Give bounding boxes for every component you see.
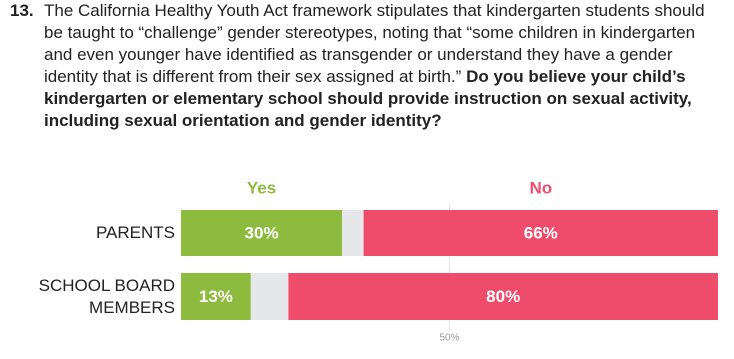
question-text: The California Healthy Youth Act framewo… (44, 1, 705, 86)
category-label: PARENTS (95, 223, 175, 242)
legend-label: Yes (247, 178, 276, 197)
bar-segment (342, 210, 364, 256)
question-emphasis: Do you believe your child’s kindergarten… (44, 67, 692, 130)
category-label: SCHOOL BOARD MEMBERS (38, 275, 175, 317)
value-label: 13% (199, 287, 233, 306)
bar-segment (363, 210, 718, 256)
bar-segment (250, 273, 289, 320)
bar-segment (181, 273, 251, 320)
question: 13. The California Healthy Youth Act fram… (10, 0, 725, 132)
value-label: 66% (524, 223, 558, 242)
value-label: 80% (486, 287, 520, 306)
value-label: 30% (245, 223, 279, 242)
question-number: 13. (10, 1, 34, 20)
x-tick-label: 50% (439, 333, 459, 344)
legend-label: No (529, 178, 552, 197)
bar-segment (288, 273, 718, 320)
bar-segment (181, 210, 343, 256)
